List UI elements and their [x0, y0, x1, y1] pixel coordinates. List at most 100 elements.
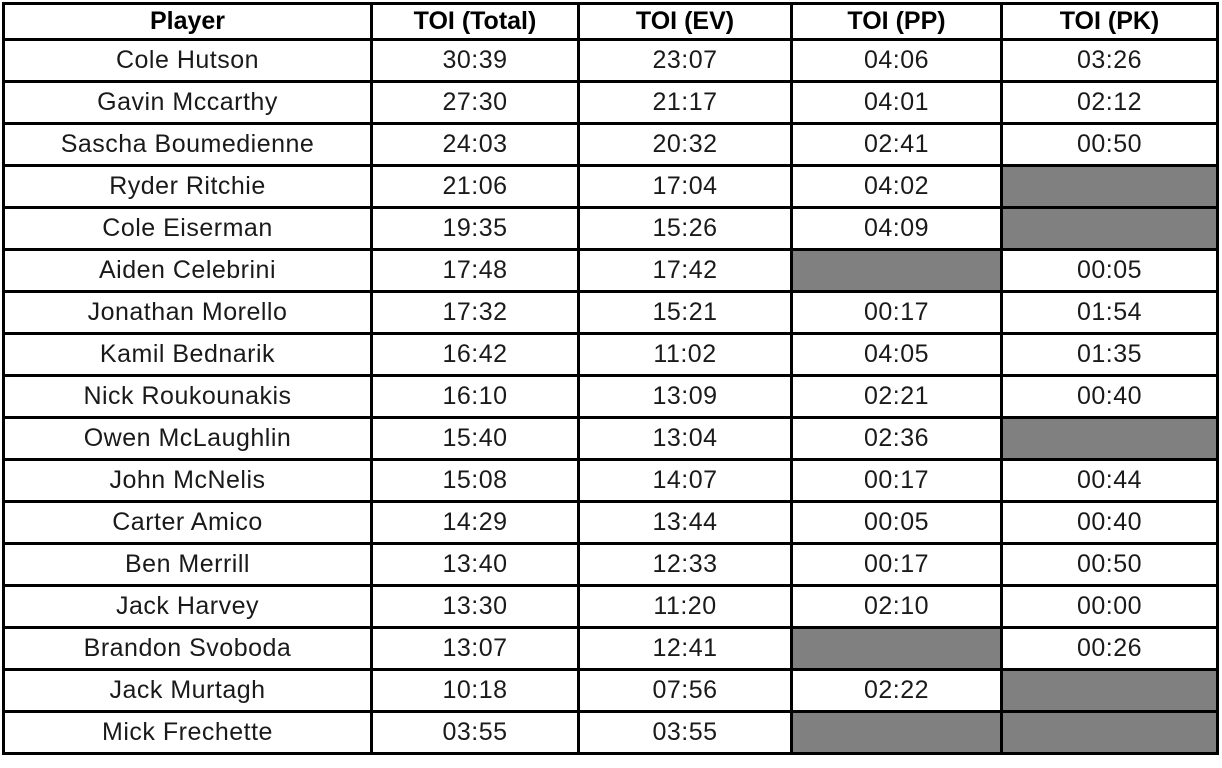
- table-row: Cole Eiserman 19:35 15:26 04:09: [2, 206, 1219, 251]
- toi-pk-cell: 00:40: [1000, 500, 1219, 545]
- player-cell: Brandon Svoboda: [2, 626, 373, 671]
- column-header-toi-total: TOI (Total): [370, 2, 580, 41]
- toi-table: Player TOI (Total) TOI (EV) TOI (PP) TOI (PK…: [2, 2, 1219, 755]
- toi-pk-cell: 00:50: [1000, 122, 1219, 167]
- toi-pk-cell: 00:44: [1000, 458, 1219, 503]
- column-header-toi-pp: TOI (PP): [790, 2, 1003, 41]
- toi-ev-cell: 13:04: [577, 416, 793, 461]
- player-cell: Nick Roukounakis: [2, 374, 373, 419]
- toi-total-cell: 16:10: [370, 374, 580, 419]
- toi-pk-cell: 00:00: [1000, 584, 1219, 629]
- toi-total-cell: 13:07: [370, 626, 580, 671]
- table-row: Carter Amico 14:29 13:44 00:05 00:40: [2, 500, 1219, 545]
- player-cell: Owen McLaughlin: [2, 416, 373, 461]
- player-cell: Jack Murtagh: [2, 668, 373, 713]
- player-cell: Cole Eiserman: [2, 206, 373, 251]
- empty-toi-pk-cell: [1000, 416, 1219, 461]
- toi-total-cell: 13:30: [370, 584, 580, 629]
- toi-pk-cell: 01:54: [1000, 290, 1219, 335]
- toi-pk-cell: 00:40: [1000, 374, 1219, 419]
- toi-ev-cell: 15:26: [577, 206, 793, 251]
- column-header-player: Player: [2, 2, 373, 41]
- toi-ev-cell: 20:32: [577, 122, 793, 167]
- toi-pp-cell: 02:22: [790, 668, 1003, 713]
- player-cell: Carter Amico: [2, 500, 373, 545]
- table-row: John McNelis 15:08 14:07 00:17 00:44: [2, 458, 1219, 503]
- toi-total-cell: 27:30: [370, 80, 580, 125]
- empty-toi-pp-cell: [790, 710, 1003, 755]
- toi-ev-cell: 03:55: [577, 710, 793, 755]
- player-cell: Ben Merrill: [2, 542, 373, 587]
- toi-pp-cell: 02:36: [790, 416, 1003, 461]
- empty-toi-pk-cell: [1000, 164, 1219, 209]
- toi-ev-cell: 11:20: [577, 584, 793, 629]
- toi-pk-cell: 03:26: [1000, 38, 1219, 83]
- toi-ev-cell: 15:21: [577, 290, 793, 335]
- table-row: Cole Hutson 30:39 23:07 04:06 03:26: [2, 38, 1219, 83]
- toi-pk-cell: 00:05: [1000, 248, 1219, 293]
- toi-ev-cell: 23:07: [577, 38, 793, 83]
- toi-total-cell: 17:32: [370, 290, 580, 335]
- toi-pk-cell: 00:26: [1000, 626, 1219, 671]
- toi-ev-cell: 13:44: [577, 500, 793, 545]
- table-row: Jonathan Morello 17:32 15:21 00:17 01:54: [2, 290, 1219, 335]
- toi-pp-cell: 02:10: [790, 584, 1003, 629]
- table-row: Aiden Celebrini 17:48 17:42 00:05: [2, 248, 1219, 293]
- table-row: Ryder Ritchie 21:06 17:04 04:02: [2, 164, 1219, 209]
- player-cell: Jonathan Morello: [2, 290, 373, 335]
- column-header-toi-pk: TOI (PK): [1000, 2, 1219, 41]
- empty-toi-pp-cell: [790, 248, 1003, 293]
- toi-pp-cell: 00:05: [790, 500, 1003, 545]
- toi-ev-cell: 21:17: [577, 80, 793, 125]
- empty-toi-pk-cell: [1000, 206, 1219, 251]
- toi-pp-cell: 04:05: [790, 332, 1003, 377]
- toi-pp-cell: 02:21: [790, 374, 1003, 419]
- toi-total-cell: 10:18: [370, 668, 580, 713]
- toi-ev-cell: 17:42: [577, 248, 793, 293]
- toi-total-cell: 24:03: [370, 122, 580, 167]
- player-cell: Ryder Ritchie: [2, 164, 373, 209]
- table-row: Sascha Boumedienne 24:03 20:32 02:41 00:50: [2, 122, 1219, 167]
- player-cell: Cole Hutson: [2, 38, 373, 83]
- empty-toi-pk-cell: [1000, 668, 1219, 713]
- table-row: Nick Roukounakis 16:10 13:09 02:21 00:40: [2, 374, 1219, 419]
- toi-pp-cell: 00:17: [790, 290, 1003, 335]
- player-cell: John McNelis: [2, 458, 373, 503]
- player-cell: Sascha Boumedienne: [2, 122, 373, 167]
- toi-ev-cell: 14:07: [577, 458, 793, 503]
- player-cell: Jack Harvey: [2, 584, 373, 629]
- toi-pk-cell: 02:12: [1000, 80, 1219, 125]
- toi-total-cell: 30:39: [370, 38, 580, 83]
- toi-total-cell: 15:40: [370, 416, 580, 461]
- toi-pp-cell: 04:01: [790, 80, 1003, 125]
- toi-total-cell: 19:35: [370, 206, 580, 251]
- table-row: Owen McLaughlin 15:40 13:04 02:36: [2, 416, 1219, 461]
- empty-toi-pk-cell: [1000, 710, 1219, 755]
- toi-total-cell: 16:42: [370, 332, 580, 377]
- toi-ev-cell: 13:09: [577, 374, 793, 419]
- table-row: Brandon Svoboda 13:07 12:41 00:26: [2, 626, 1219, 671]
- header-row: Player TOI (Total) TOI (EV) TOI (PP) TOI (PK…: [2, 2, 1219, 41]
- toi-total-cell: 21:06: [370, 164, 580, 209]
- toi-ev-cell: 17:04: [577, 164, 793, 209]
- toi-pp-cell: 04:02: [790, 164, 1003, 209]
- toi-ev-cell: 07:56: [577, 668, 793, 713]
- toi-total-cell: 17:48: [370, 248, 580, 293]
- player-cell: Aiden Celebrini: [2, 248, 373, 293]
- player-cell: Kamil Bednarik: [2, 332, 373, 377]
- toi-total-cell: 14:29: [370, 500, 580, 545]
- toi-pp-cell: 04:06: [790, 38, 1003, 83]
- table-row: Jack Murtagh 10:18 07:56 02:22: [2, 668, 1219, 713]
- toi-pp-cell: 00:17: [790, 542, 1003, 587]
- table-row: Gavin Mccarthy 27:30 21:17 04:01 02:12: [2, 80, 1219, 125]
- empty-toi-pp-cell: [790, 626, 1003, 671]
- table-row: Jack Harvey 13:30 11:20 02:10 00:00: [2, 584, 1219, 629]
- toi-pp-cell: 00:17: [790, 458, 1003, 503]
- toi-total-cell: 03:55: [370, 710, 580, 755]
- player-cell: Gavin Mccarthy: [2, 80, 373, 125]
- toi-pp-cell: 04:09: [790, 206, 1003, 251]
- toi-total-cell: 13:40: [370, 542, 580, 587]
- player-cell: Mick Frechette: [2, 710, 373, 755]
- table-row: Kamil Bednarik 16:42 11:02 04:05 01:35: [2, 332, 1219, 377]
- toi-ev-cell: 12:41: [577, 626, 793, 671]
